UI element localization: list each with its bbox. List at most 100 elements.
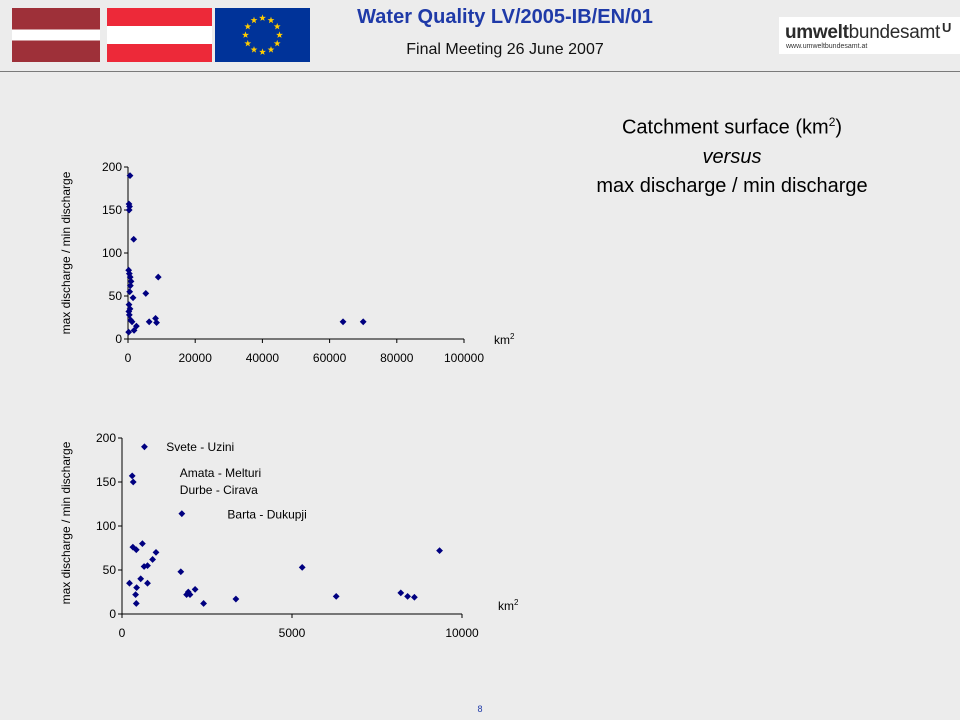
lower-data-point <box>397 589 405 597</box>
heading-line-2: versus <box>702 145 762 168</box>
lower-x-axis-label-base: km <box>498 599 514 613</box>
lower-y-tick-label: 100 <box>96 519 116 533</box>
lower-data-point <box>149 556 156 563</box>
logo-wordmark-thin: bundesamt <box>848 22 941 43</box>
upper-data-point <box>126 172 134 179</box>
project-title: Water Quality LV/2005-IB/EN/01 <box>357 6 653 28</box>
eu-star-icon <box>244 39 252 47</box>
lower-data-point <box>144 579 151 587</box>
eu-star-icon <box>259 48 266 55</box>
lower-data-point <box>191 585 199 593</box>
upper-data-point <box>142 290 150 297</box>
eu-star-icon <box>273 39 281 47</box>
upper-data-point <box>126 203 133 210</box>
upper-chart: 0 50 100 150 200 0 20000 40000 60000 80000 100000 m… <box>59 160 515 365</box>
heading-line-1: Catchment surface (km2) <box>540 108 924 143</box>
logo-wordmark: umweltbundesamt <box>785 22 940 44</box>
eu-star-icon <box>273 22 281 30</box>
lower-x-axis-label: km2 <box>498 598 519 613</box>
upper-x-axis-label-base: km <box>494 333 510 347</box>
meeting-subtitle: Final Meeting 26 June 2007 <box>406 41 604 58</box>
header-divider <box>0 71 960 72</box>
eu-star-icon <box>267 16 275 24</box>
upper-data-point <box>126 288 134 296</box>
lower-data-point <box>132 591 139 599</box>
eu-stars-icon <box>242 14 283 55</box>
lower-chart: 0 50 100 150 200 0 5000 10000 max discharge / mi… <box>59 431 519 640</box>
eu-star-icon <box>267 46 275 53</box>
lower-x-axis-label-sup: 2 <box>514 598 519 607</box>
lower-x-tick-label: 10000 <box>445 626 479 640</box>
lower-y-tick-label: 150 <box>96 475 116 489</box>
lower-data-point <box>436 547 443 555</box>
lower-point-annotation: Amata - Melturi <box>180 466 261 480</box>
upper-data-point <box>359 318 367 326</box>
upper-data-point <box>126 282 134 290</box>
upper-x-tick-label: 20000 <box>179 351 213 365</box>
lower-data-point <box>177 568 185 576</box>
lower-data-point <box>200 600 207 607</box>
upper-data-point <box>339 318 347 326</box>
lower-data-point <box>411 593 418 601</box>
lower-data-point <box>141 443 148 451</box>
upper-x-tick-label: 80000 <box>380 351 414 365</box>
heading-line-1-sup: 2 <box>828 115 836 129</box>
upper-x-tick-label: 100000 <box>444 351 484 365</box>
page-number: 8 <box>477 704 483 714</box>
umweltbundesamt-logo: umweltbundesamt www.umweltbundesamt.at U <box>779 17 960 54</box>
eu-star-icon <box>259 14 266 21</box>
lower-data-point <box>128 472 136 480</box>
lower-data-point <box>132 546 140 554</box>
lower-y-tick-label: 200 <box>96 431 116 445</box>
upper-data-point <box>127 277 135 285</box>
austria-flag-icon <box>107 8 212 62</box>
upper-y-tick-label: 100 <box>102 246 122 260</box>
logo-url: www.umweltbundesamt.at <box>786 43 868 50</box>
lower-data-point <box>126 579 133 587</box>
lower-data-point <box>178 510 186 518</box>
lower-x-tick-label: 5000 <box>279 626 306 640</box>
lower-data-point <box>298 563 306 571</box>
eu-flag-icon <box>215 8 310 62</box>
lower-data-point <box>152 549 160 556</box>
heading-line-3: max discharge / min discharge <box>596 174 868 197</box>
eu-star-icon <box>242 31 249 38</box>
upper-data-point <box>153 319 160 327</box>
upper-x-axis-label-sup: 2 <box>510 332 515 341</box>
lower-data-point <box>140 563 148 570</box>
lower-data-point <box>137 575 145 583</box>
lower-data-point <box>183 591 190 599</box>
lower-point-annotation: Durbe - Cirava <box>180 483 258 497</box>
eu-star-icon <box>250 46 258 53</box>
upper-data-point <box>129 294 137 302</box>
upper-y-tick-label: 200 <box>102 160 122 174</box>
upper-y-tick-label: 150 <box>102 203 122 217</box>
logo-mark-icon: U <box>942 20 952 35</box>
lower-data-point <box>132 600 140 607</box>
logo-wordmark-bold: umwelt <box>785 22 849 43</box>
lower-data-point <box>129 478 137 486</box>
upper-data-point <box>145 318 153 326</box>
lower-data-point <box>404 593 411 600</box>
upper-y-tick-label: 50 <box>109 289 123 303</box>
eu-star-icon <box>276 31 283 38</box>
lower-data-point <box>232 595 240 603</box>
upper-data-point <box>125 206 133 214</box>
heading-line-1-prefix: Catchment surface (km <box>621 116 829 139</box>
lower-y-axis-label: max discharge / min discharge <box>59 441 73 604</box>
eu-star-icon <box>244 22 252 30</box>
lower-y-tick-label: 0 <box>109 607 116 621</box>
lower-y-tick-label: 50 <box>103 563 117 577</box>
eu-star-icon <box>250 16 258 24</box>
lower-x-tick-label: 0 <box>119 626 126 640</box>
upper-data-point <box>126 273 134 281</box>
upper-x-tick-label: 0 <box>125 351 132 365</box>
upper-x-axis-label: km2 <box>494 332 515 347</box>
lower-data-point <box>332 593 340 600</box>
upper-data-point <box>154 273 162 281</box>
latvia-flag-icon <box>12 8 100 62</box>
lower-point-annotation: Svete - Uzini <box>166 440 234 454</box>
upper-data-point <box>130 327 138 334</box>
upper-data-point <box>125 328 133 336</box>
